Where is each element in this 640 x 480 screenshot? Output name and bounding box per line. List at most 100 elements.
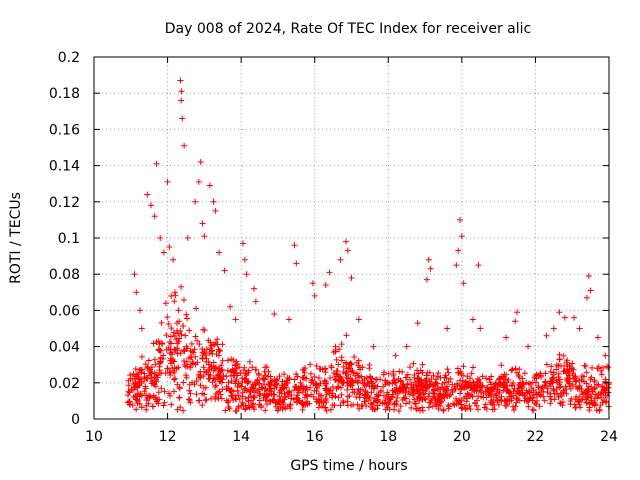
roti-point bbox=[199, 390, 206, 397]
roti-point bbox=[295, 386, 302, 393]
roti-point bbox=[401, 384, 408, 391]
roti-point bbox=[127, 401, 134, 408]
y-tick-labels: 0 0.02 0.04 0.06 0.08 0.1 0.12 0.14 0.16 0.18 0.2 bbox=[49, 50, 80, 428]
roti-point bbox=[585, 273, 592, 280]
roti-point bbox=[165, 320, 172, 327]
roti-point bbox=[496, 380, 503, 387]
roti-point bbox=[148, 370, 155, 377]
roti-point bbox=[223, 373, 230, 380]
roti-point bbox=[388, 394, 395, 401]
roti-point bbox=[144, 375, 151, 382]
roti-point bbox=[181, 362, 188, 369]
roti-point bbox=[584, 386, 591, 393]
roti-point bbox=[193, 391, 200, 398]
roti-point bbox=[261, 368, 268, 375]
roti-point bbox=[543, 332, 550, 339]
roti-point bbox=[447, 376, 454, 383]
x-tick-labels: 10 12 14 16 18 20 22 24 bbox=[85, 429, 618, 445]
roti-point bbox=[301, 369, 308, 376]
roti-point bbox=[568, 366, 575, 373]
roti-point bbox=[420, 391, 427, 398]
roti-point bbox=[602, 376, 609, 383]
roti-point bbox=[145, 400, 152, 407]
roti-point bbox=[326, 269, 333, 276]
roti-point bbox=[470, 364, 477, 371]
roti-point bbox=[354, 401, 361, 408]
roti-point bbox=[233, 376, 240, 383]
roti-point bbox=[175, 307, 182, 314]
roti-point bbox=[138, 366, 145, 373]
roti-point bbox=[127, 375, 134, 382]
roti-point bbox=[232, 395, 239, 402]
roti-point bbox=[494, 397, 501, 404]
roti-point bbox=[515, 391, 522, 398]
roti-point bbox=[529, 391, 536, 398]
roti-point bbox=[354, 379, 361, 386]
roti-point bbox=[576, 325, 583, 332]
roti-point bbox=[443, 385, 450, 392]
roti-point bbox=[419, 404, 426, 411]
roti-point bbox=[425, 256, 432, 263]
roti-point bbox=[404, 371, 411, 378]
roti-point bbox=[322, 381, 329, 388]
roti-point bbox=[486, 391, 493, 398]
roti-point bbox=[597, 402, 604, 409]
roti-point bbox=[525, 343, 532, 350]
roti-point bbox=[501, 371, 508, 378]
roti-point bbox=[306, 400, 313, 407]
roti-point bbox=[249, 364, 256, 371]
roti-point bbox=[146, 367, 153, 374]
roti-point bbox=[406, 399, 413, 406]
roti-point bbox=[399, 368, 406, 375]
roti-point bbox=[285, 393, 292, 400]
roti-point bbox=[553, 361, 560, 368]
roti-point bbox=[161, 399, 168, 406]
roti-point bbox=[468, 370, 475, 377]
roti-point bbox=[583, 294, 590, 301]
roti-point bbox=[426, 369, 433, 376]
roti-point bbox=[184, 315, 191, 322]
roti-point bbox=[385, 400, 392, 407]
roti-point bbox=[435, 386, 442, 393]
roti-point bbox=[180, 407, 187, 414]
roti-point bbox=[592, 391, 599, 398]
axis-ticks bbox=[93, 56, 610, 420]
roti-point bbox=[457, 390, 464, 397]
roti-point bbox=[396, 368, 403, 375]
roti-point bbox=[176, 335, 183, 342]
roti-point bbox=[488, 373, 495, 380]
roti-point bbox=[555, 394, 562, 401]
roti-point bbox=[237, 369, 244, 376]
roti-point bbox=[479, 373, 486, 380]
roti-point bbox=[301, 394, 308, 401]
roti-point bbox=[487, 379, 494, 386]
roti-point bbox=[210, 198, 217, 205]
roti-point bbox=[583, 380, 590, 387]
roti-point bbox=[390, 372, 397, 379]
roti-point bbox=[280, 385, 287, 392]
roti-point bbox=[165, 344, 172, 351]
roti-point bbox=[409, 386, 416, 393]
roti-point bbox=[322, 395, 329, 402]
roti-point bbox=[184, 235, 191, 241]
roti-point bbox=[183, 311, 190, 318]
roti-point bbox=[516, 389, 523, 396]
roti-point bbox=[262, 407, 269, 414]
roti-point bbox=[442, 372, 449, 379]
roti-point bbox=[560, 388, 567, 395]
roti-point bbox=[191, 346, 198, 353]
roti-point bbox=[476, 376, 483, 383]
roti-point bbox=[358, 373, 365, 380]
roti-point bbox=[232, 367, 239, 374]
roti-point bbox=[256, 397, 263, 404]
roti-point bbox=[415, 375, 422, 382]
roti-point bbox=[457, 216, 464, 223]
roti-point bbox=[329, 394, 336, 401]
roti-point bbox=[217, 378, 224, 385]
roti-point bbox=[151, 213, 158, 220]
roti-point bbox=[185, 396, 192, 403]
roti-point bbox=[200, 326, 207, 333]
roti-point bbox=[153, 339, 160, 346]
